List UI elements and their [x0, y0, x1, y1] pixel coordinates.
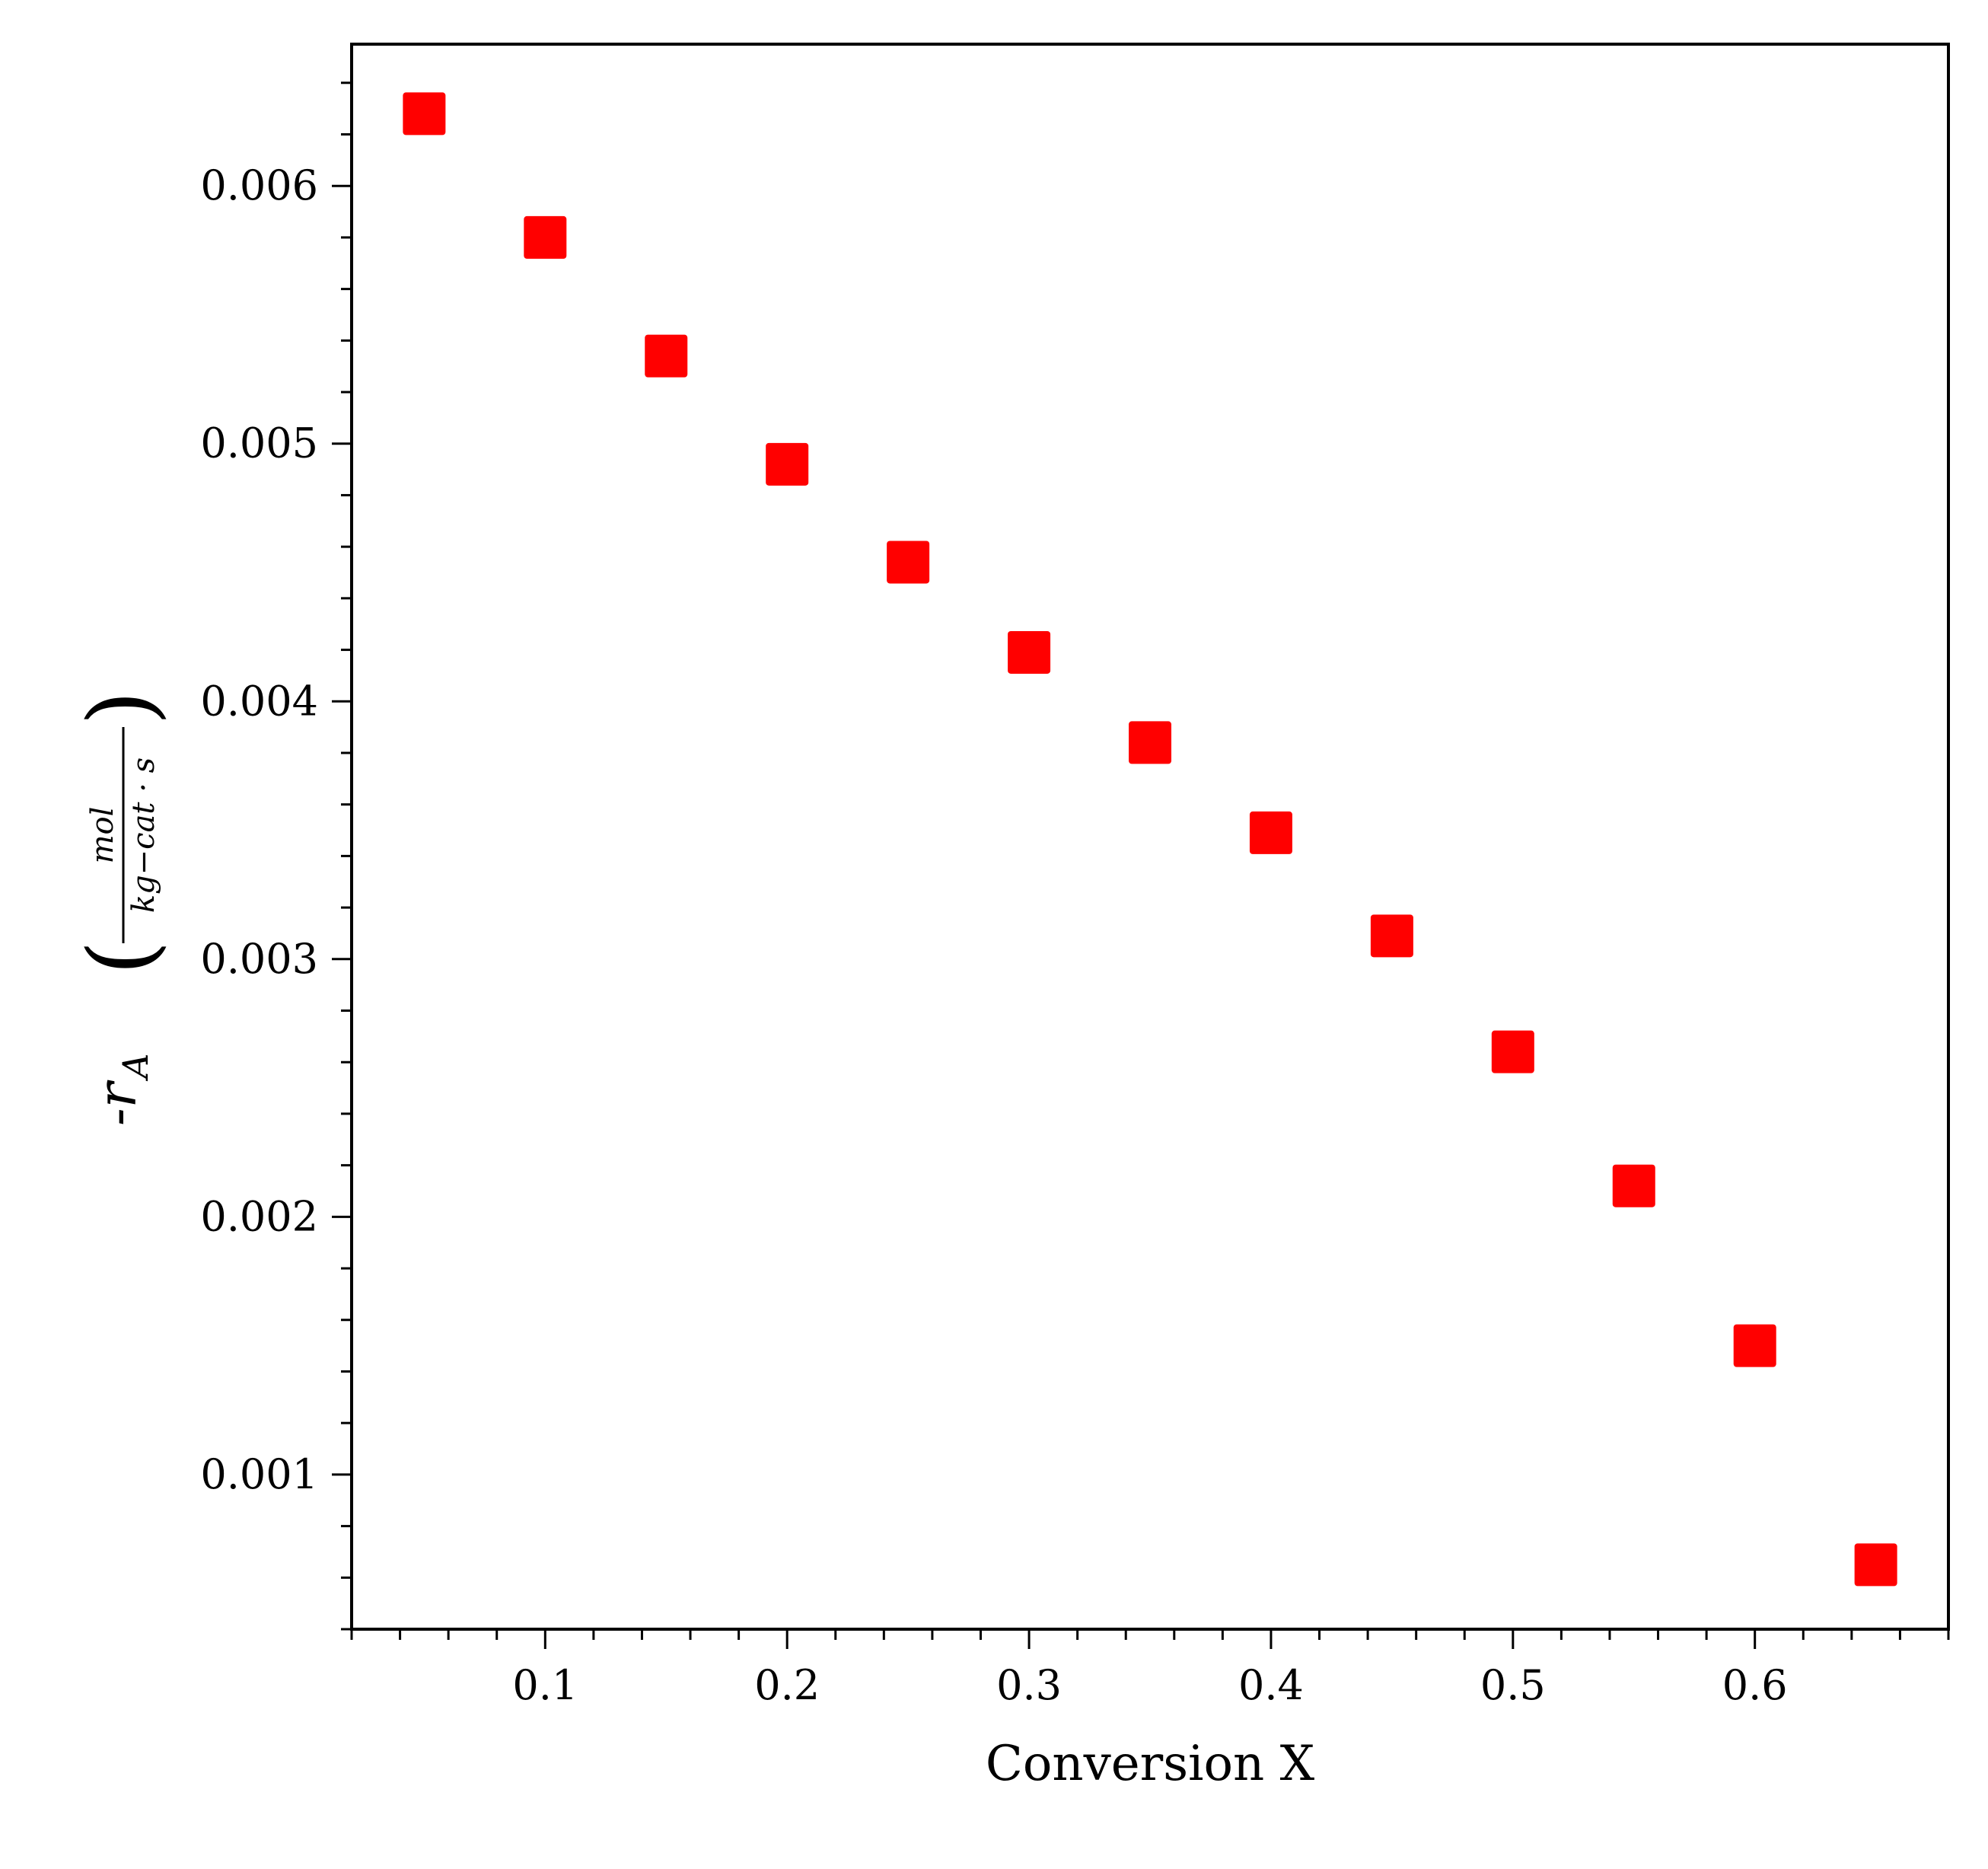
- data-point: [1129, 721, 1171, 764]
- data-point: [645, 334, 688, 378]
- data-point: [766, 442, 809, 486]
- data-point: [887, 541, 930, 584]
- data-point: [524, 215, 567, 259]
- y-axis-label-close-paren: ): [68, 691, 174, 726]
- x-tick-label: 0.2: [754, 1661, 820, 1709]
- y-tick-label: 0.001: [200, 1450, 318, 1498]
- x-tick-label: 0.5: [1480, 1661, 1546, 1709]
- x-tick-label: 0.6: [1722, 1661, 1788, 1709]
- y-axis-label-numerator: mol: [85, 807, 120, 864]
- x-tick-label: 0.3: [996, 1661, 1062, 1709]
- y-tick-label: 0.003: [200, 935, 318, 983]
- data-point: [403, 92, 446, 136]
- axis-ticks: [332, 81, 1950, 1649]
- y-tick-label: 0.006: [200, 161, 318, 209]
- x-tick-label: 0.4: [1238, 1661, 1304, 1709]
- plot-frame: [350, 43, 1950, 1631]
- x-tick-label: 0.1: [512, 1661, 578, 1709]
- data-point: [1854, 1543, 1897, 1587]
- svg-text:-r A: -r A: [86, 1054, 156, 1126]
- tick-labels: 0.1 0.2 0.3 0.4 0.5 0.6 0.001 0.002 0.003 0.004 0.…: [200, 161, 1787, 1709]
- y-tick-label: 0.002: [200, 1192, 318, 1240]
- data-point: [1370, 914, 1413, 958]
- y-axis-label: -r A ( mol kg−cat · s ): [68, 691, 174, 1126]
- y-tick-label: 0.004: [200, 677, 318, 725]
- x-axis-label: Conversion X: [986, 1736, 1315, 1792]
- y-axis-label-denominator: kg−cat · s: [126, 757, 161, 913]
- y-axis-label-subscript: A: [115, 1054, 156, 1082]
- y-axis-label-open-paren: (: [68, 940, 174, 975]
- data-point: [1249, 811, 1292, 854]
- data-point: [1008, 630, 1051, 674]
- y-axis-label-main: -r: [86, 1080, 148, 1126]
- data-point: [1612, 1164, 1655, 1207]
- data-point: [1491, 1030, 1534, 1073]
- data-point: [1733, 1324, 1776, 1367]
- y-tick-label: 0.005: [200, 419, 318, 467]
- data-points: [403, 92, 1897, 1587]
